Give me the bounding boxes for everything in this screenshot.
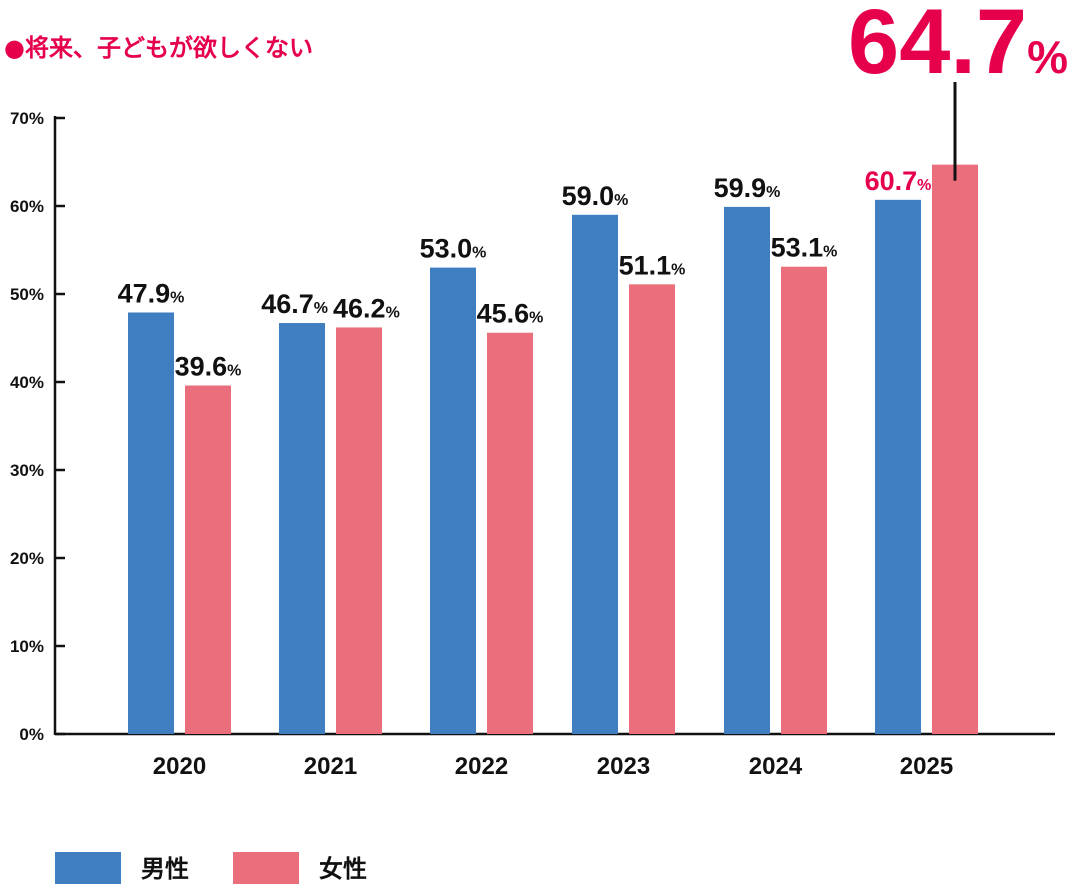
data-label: 60.7%: [865, 166, 932, 196]
bar-male-2022: [430, 267, 476, 734]
x-tick-label: 2022: [455, 753, 508, 780]
data-label: 47.9%: [118, 278, 185, 308]
data-label: 39.6%: [175, 352, 242, 382]
legend-swatch: [55, 852, 121, 884]
y-tick-label: 50%: [10, 285, 44, 304]
legend-swatch: [233, 852, 299, 884]
bar-female-2025: [932, 164, 978, 734]
bar-female-2024: [781, 266, 827, 734]
legend-label: 女性: [319, 855, 367, 883]
data-label: 53.0%: [420, 234, 487, 264]
x-tick-label: 2020: [153, 753, 206, 780]
legend-item-female: 女性: [233, 852, 367, 884]
data-label: 45.6%: [477, 299, 544, 329]
bar-female-2021: [336, 327, 382, 734]
legend: 男性 女性: [55, 852, 367, 884]
y-tick-label: 40%: [10, 373, 44, 392]
y-tick-label: 30%: [10, 461, 44, 480]
y-tick-label: 0%: [19, 725, 44, 744]
data-label: 46.2%: [333, 293, 400, 323]
chart-title: ●将来、子どもが欲しくない: [4, 34, 313, 62]
y-tick-label: 10%: [10, 637, 44, 656]
data-label: 46.7%: [261, 289, 328, 319]
bar-male-2023: [572, 214, 618, 735]
x-tick-label: 2024: [749, 753, 803, 780]
x-tick-label: 2023: [597, 753, 650, 780]
bar-male-2020: [128, 312, 174, 734]
x-tick-label: 2025: [900, 753, 953, 780]
bar-female-2023: [629, 284, 675, 734]
legend-label: 男性: [141, 855, 189, 883]
bar-male-2025: [875, 199, 921, 735]
y-tick-label: 60%: [10, 197, 44, 216]
data-label: 53.1%: [771, 233, 838, 263]
bar-male-2021: [279, 323, 325, 734]
highlight-label: 64.7%: [848, 0, 1068, 93]
chart-title-text: ●将来、子どもが欲しくない: [4, 34, 313, 62]
bar-female-2022: [487, 332, 533, 734]
data-label: 59.0%: [562, 181, 629, 211]
data-labels: 47.9% 39.6% 46.7% 46.2% 53.0% 45.6% 59.0% 51.1%…: [118, 0, 1068, 382]
x-tick-label: 2021: [304, 753, 357, 780]
axes: 0% 10% 20% 30% 40% 50% 60% 70% 2020 2021 2022 2023 2…: [10, 109, 1055, 780]
y-tick-label: 70%: [10, 109, 44, 128]
bar-female-2020: [185, 385, 231, 734]
legend-item-male: 男性: [55, 852, 189, 884]
data-label: 51.1%: [619, 250, 686, 280]
data-label: 59.9%: [714, 173, 781, 203]
y-tick-label: 20%: [10, 549, 44, 568]
bars: [128, 164, 978, 735]
bar-male-2024: [724, 206, 770, 734]
